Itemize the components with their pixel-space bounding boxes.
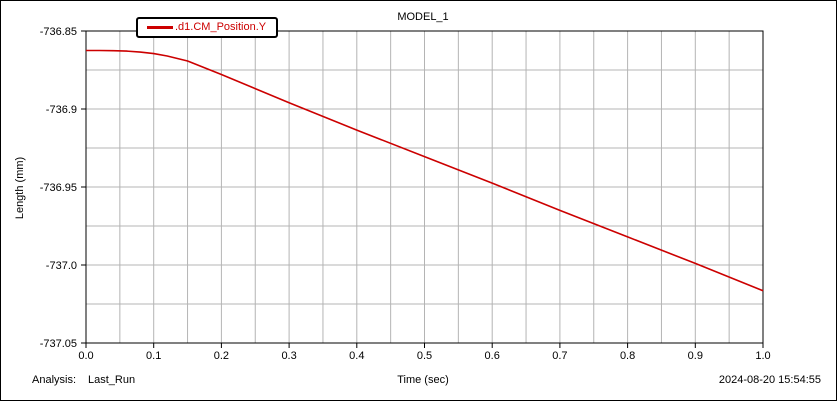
y-axis-label: Length (mm) bbox=[14, 157, 26, 219]
y-tick-label: -737.0 bbox=[46, 260, 77, 272]
x-tick-label: 0.6 bbox=[485, 350, 500, 362]
series-layer bbox=[86, 49, 764, 292]
y-tick-label: -736.95 bbox=[40, 182, 77, 194]
legend[interactable]: .d1.CM_Position.Y bbox=[136, 17, 278, 38]
x-tick-label: 0.4 bbox=[349, 350, 364, 362]
y-tick-label: -737.05 bbox=[40, 338, 77, 350]
legend-swatch bbox=[147, 26, 173, 29]
series-line bbox=[86, 49, 764, 292]
y-tick-label: -736.9 bbox=[46, 104, 77, 116]
grid bbox=[86, 31, 763, 343]
y-tick-label: -736.85 bbox=[40, 26, 77, 38]
tick-labels: 0.0 0.1 0.2 0.3 0.4 0.5 0.6 0.7 0.8 0.9 1.0 -736.85… bbox=[40, 26, 771, 362]
x-tick-label: 0.9 bbox=[688, 350, 703, 362]
x-tick-label: 0.3 bbox=[281, 350, 296, 362]
x-tick-label: 0.2 bbox=[214, 350, 229, 362]
analysis-value: Last_Run bbox=[88, 374, 135, 386]
axis-ticks bbox=[81, 30, 764, 348]
x-tick-label: 1.0 bbox=[755, 350, 770, 362]
x-axis-label: Time (sec) bbox=[397, 374, 449, 386]
timestamp: 2024-08-20 15:54:55 bbox=[719, 374, 821, 386]
legend-label: .d1.CM_Position.Y bbox=[175, 21, 267, 33]
x-tick-label: 0.1 bbox=[146, 350, 161, 362]
x-tick-label: 0.8 bbox=[620, 350, 635, 362]
x-tick-label: 0.7 bbox=[552, 350, 567, 362]
analysis-label: Analysis: bbox=[32, 374, 76, 386]
chart-title: MODEL_1 bbox=[397, 11, 448, 23]
x-tick-label: 0.0 bbox=[78, 350, 93, 362]
x-tick-label: 0.5 bbox=[417, 350, 432, 362]
